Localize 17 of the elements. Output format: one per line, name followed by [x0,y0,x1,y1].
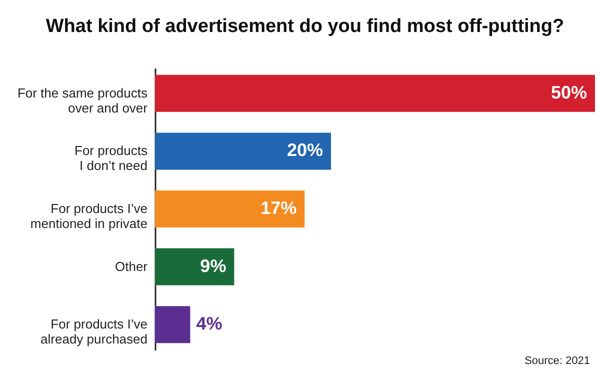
y-tick-label: For products I don’t need [74,143,148,174]
bar [155,132,331,170]
bar [155,190,305,228]
data-label: 17% [260,198,297,218]
y-tick-label: For the same products over and over [17,85,148,116]
y-tick-label: For products I’ve already purchased [40,316,148,347]
bar [155,74,595,112]
data-label: 9% [200,256,226,276]
data-label: 4% [196,314,222,334]
y-tick-label: For products I’ve mentioned in private [30,201,148,231]
y-tick-label: Other [114,258,148,274]
data-label: 20% [286,140,323,160]
bar [155,306,190,344]
chart-title: What kind of advertisement do you find most off-putting? [46,16,564,37]
bar [155,248,234,286]
source-note: Source: 2021 [524,355,590,367]
data-label: 50% [550,82,587,102]
